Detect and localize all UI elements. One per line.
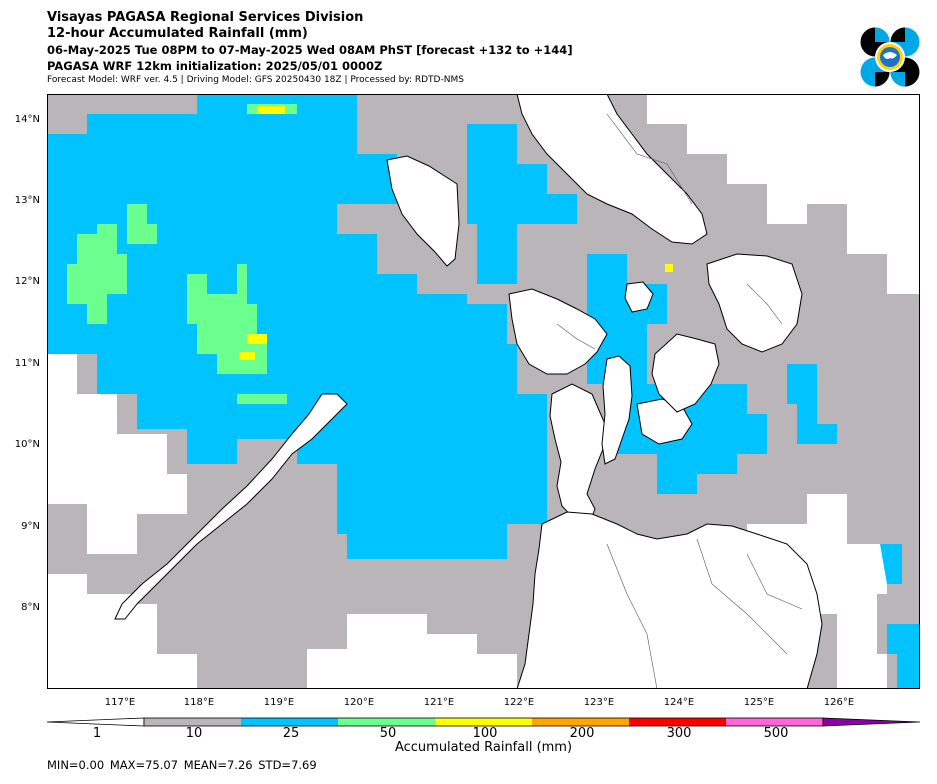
boundary-line bbox=[746, 553, 803, 610]
model-info: Forecast Model: WRF ver. 4.5 | Driving M… bbox=[47, 75, 464, 85]
lat-label: 11°N bbox=[14, 358, 40, 369]
boundary-line bbox=[746, 283, 783, 325]
dry-area-west bbox=[47, 354, 187, 554]
palawan-coastline bbox=[114, 393, 348, 620]
colorbar-segment bbox=[629, 718, 726, 726]
colorbar-tick-label: 10 bbox=[185, 726, 203, 741]
statistics-line: MIN=0.00 MAX=75.07 MEAN=7.26 STD=7.69 bbox=[47, 758, 317, 772]
lat-label: 13°N bbox=[14, 195, 40, 206]
lat-label: 14°N bbox=[14, 114, 40, 125]
lon-label: 117°E bbox=[104, 697, 136, 708]
colorbar-tick-label: 100 bbox=[472, 726, 498, 741]
boundary-line bbox=[556, 323, 596, 350]
map-subtitle: 12-hour Accumulated Rainfall (mm) bbox=[47, 26, 308, 41]
lon-label: 121°E bbox=[423, 697, 455, 708]
dry-area-southeast bbox=[747, 494, 887, 654]
rain-band-10-25-east bbox=[587, 254, 767, 494]
leyte-coastline bbox=[651, 333, 720, 413]
rain-band-10-25-se bbox=[787, 364, 837, 444]
coastlines bbox=[114, 94, 823, 689]
boundary-line bbox=[696, 538, 788, 655]
lat-label: 10°N bbox=[14, 439, 40, 450]
colorbar-segment bbox=[726, 718, 823, 726]
colorbar-tick-label: 25 bbox=[282, 726, 300, 741]
colorbar bbox=[47, 717, 920, 727]
colorbar-tick-label: 1 bbox=[92, 726, 102, 741]
colorbar-segment bbox=[241, 718, 338, 726]
rainfall-map bbox=[47, 94, 920, 689]
dry-area-northeast bbox=[607, 94, 920, 294]
lon-label: 126°E bbox=[823, 697, 855, 708]
colorbar-tick-label: 300 bbox=[666, 726, 692, 741]
rain-band-10-25-far-se bbox=[880, 544, 920, 689]
boundary-line bbox=[606, 113, 693, 205]
rain-band-10-25-north bbox=[467, 124, 577, 284]
colorbar-tick-label: 50 bbox=[379, 726, 397, 741]
lon-label: 119°E bbox=[263, 697, 295, 708]
lat-label: 8°N bbox=[21, 602, 40, 613]
colorbar-segment bbox=[338, 718, 435, 726]
model-initialization: PAGASA WRF 12km initialization: 2025/05/… bbox=[47, 59, 383, 73]
mindoro-coastline bbox=[386, 155, 460, 267]
masbate-coastline bbox=[624, 281, 654, 313]
rain-band-10-25 bbox=[47, 94, 547, 559]
lat-label: 9°N bbox=[21, 521, 40, 532]
colorbar-tick-label: 200 bbox=[569, 726, 595, 741]
colorbar-segments bbox=[47, 717, 920, 727]
lon-label: 120°E bbox=[343, 697, 375, 708]
rain-band-25-50-center bbox=[187, 264, 267, 374]
rain-band-25-50-west bbox=[67, 224, 127, 324]
colorbar-segment bbox=[532, 718, 629, 726]
colorbar-extend-low bbox=[47, 717, 145, 727]
dry-area-southwest bbox=[47, 574, 197, 689]
boundary-line bbox=[606, 543, 658, 689]
lon-label: 124°E bbox=[663, 697, 695, 708]
panay-coastline bbox=[508, 288, 608, 375]
lat-label: 12°N bbox=[14, 276, 40, 287]
colorbar-outline bbox=[143, 717, 824, 727]
colorbar-extend-high bbox=[822, 717, 920, 727]
colorbar-tick-label: 500 bbox=[763, 726, 789, 741]
colorbar-label: Accumulated Rainfall (mm) bbox=[394, 740, 573, 755]
samar-coastline bbox=[706, 253, 803, 353]
colorbar-segment bbox=[435, 718, 532, 726]
cebu-coastline bbox=[601, 355, 633, 465]
province-boundaries bbox=[556, 113, 803, 689]
lon-label: 123°E bbox=[583, 697, 615, 708]
pagasa-logo-icon bbox=[860, 27, 920, 87]
mindanao-coastline bbox=[516, 511, 823, 689]
map-frame bbox=[47, 94, 920, 689]
lon-label: 122°E bbox=[503, 697, 535, 708]
lon-label: 118°E bbox=[183, 697, 215, 708]
luzon-coastline bbox=[516, 94, 708, 245]
forecast-period: 06-May-2025 Tue 08PM to 07-May-2025 Wed … bbox=[47, 43, 573, 57]
map-title: Visayas PAGASA Regional Services Divisio… bbox=[47, 10, 364, 25]
lon-label: 125°E bbox=[743, 697, 775, 708]
colorbar-segment bbox=[144, 718, 241, 726]
